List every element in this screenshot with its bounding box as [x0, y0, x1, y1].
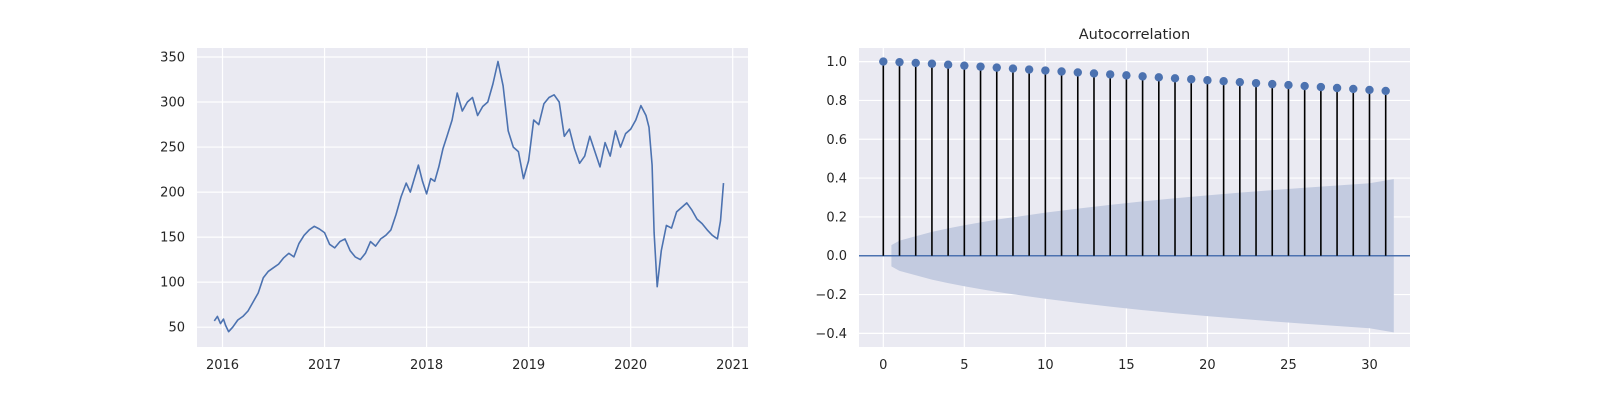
- x-tick-label: 5: [960, 358, 968, 373]
- acf-marker: [1041, 66, 1050, 75]
- acf-marker: [992, 63, 1001, 72]
- x-tick-label: 25: [1280, 358, 1297, 373]
- chart-title: Autocorrelation: [1079, 27, 1190, 43]
- x-tick-label: 15: [1118, 358, 1135, 373]
- acf-marker: [1089, 69, 1099, 78]
- y-tick-label: 0.8: [826, 94, 847, 109]
- y-tick-label: 50: [168, 321, 185, 336]
- y-tick-label: 200: [160, 186, 185, 201]
- acf-marker: [1332, 83, 1342, 93]
- acf-marker: [1349, 84, 1358, 94]
- acf-marker: [1268, 79, 1277, 89]
- y-tick-label: 0.0: [826, 249, 847, 264]
- acf-marker: [1187, 75, 1196, 84]
- y-tick-label: 0.2: [826, 210, 847, 225]
- acf-marker: [1251, 78, 1261, 88]
- acf-marker: [1122, 71, 1131, 80]
- y-tick-label: 100: [160, 276, 185, 291]
- x-tick-label: 2021: [716, 358, 749, 373]
- acf-marker: [960, 61, 969, 70]
- acf-marker: [1138, 72, 1147, 81]
- y-tick-label: 150: [160, 231, 185, 246]
- y-tick-label: −0.2: [815, 288, 847, 303]
- acf-marker: [943, 60, 953, 69]
- acf-marker: [1284, 80, 1293, 90]
- acf-marker: [1073, 68, 1082, 77]
- x-tick-label: 30: [1361, 358, 1378, 373]
- acf-marker: [976, 62, 985, 71]
- x-tick-label: 2017: [308, 358, 341, 373]
- x-tick-label: 10: [1037, 358, 1054, 373]
- x-tick-label: 2019: [512, 358, 545, 373]
- x-tick-label: 2020: [614, 358, 647, 373]
- acf-marker: [1154, 73, 1164, 82]
- y-tick-label: 350: [160, 51, 185, 66]
- acf-marker: [1008, 64, 1018, 73]
- y-tick-label: 0.6: [826, 133, 847, 148]
- autocorrelation-chart: 0 5 10 15 20 25 30 −0.4 −0.2 0.0 0.2 0.4 0.6 0.8 1.0 Au…: [815, 27, 1410, 373]
- acf-marker: [1057, 67, 1066, 76]
- acf-marker: [927, 59, 937, 68]
- acf-marker: [879, 57, 888, 66]
- acf-marker: [1365, 85, 1374, 95]
- plot-area: [197, 48, 748, 347]
- acf-marker: [1235, 77, 1245, 87]
- acf-marker: [1381, 86, 1390, 96]
- acf-marker: [1170, 74, 1180, 83]
- acf-marker: [1203, 76, 1212, 85]
- y-tick-label: 250: [160, 141, 185, 156]
- x-tick-label: 20: [1199, 358, 1216, 373]
- x-tick-label: 2016: [206, 358, 239, 373]
- x-tick-label: 2018: [410, 358, 443, 373]
- y-tick-label: 0.4: [826, 172, 847, 187]
- acf-marker: [1024, 65, 1034, 74]
- acf-marker: [1316, 82, 1326, 92]
- acf-marker: [895, 57, 904, 67]
- acf-marker: [1300, 81, 1309, 91]
- y-tick-label: −0.4: [815, 327, 847, 342]
- acf-marker: [1105, 70, 1115, 79]
- y-tick-label: 1.0: [826, 55, 847, 70]
- acf-marker: [1219, 77, 1228, 86]
- price-line-chart: 2016 2017 2018 2019 2020 2021 50 100 150 200 250 30…: [160, 48, 749, 373]
- x-tick-label: 0: [879, 358, 887, 373]
- y-tick-label: 300: [160, 96, 185, 111]
- price-series-line: [213, 60, 725, 333]
- acf-marker: [911, 58, 920, 68]
